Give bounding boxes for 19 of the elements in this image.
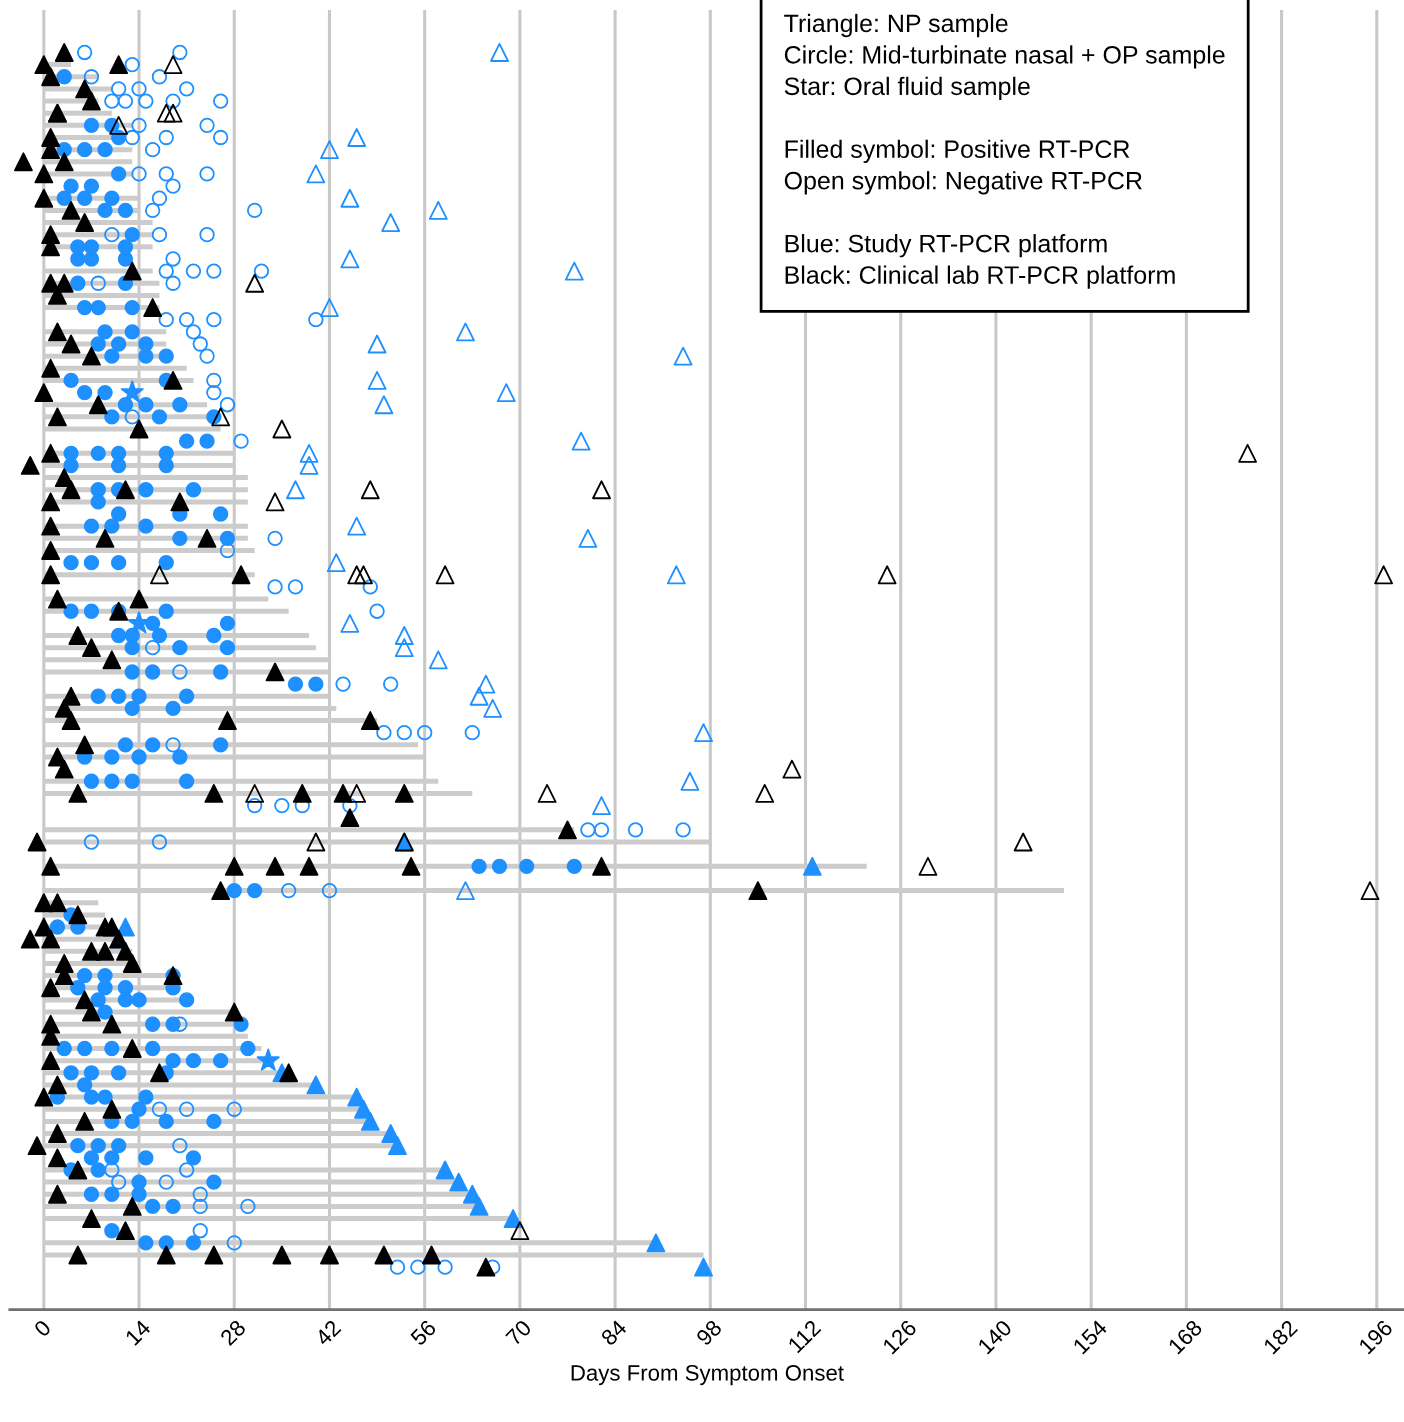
- x-tick-label: 56: [409, 1319, 437, 1347]
- x-tick-label: 196: [1357, 1319, 1394, 1355]
- x-tick-label: 42: [314, 1319, 342, 1347]
- x-tick-label: 98: [695, 1319, 723, 1347]
- x-tick-label: 126: [881, 1319, 918, 1355]
- x-tick-label: 140: [977, 1319, 1013, 1355]
- x-tick-label: 14: [124, 1319, 152, 1346]
- x-tick-label: 182: [1262, 1319, 1299, 1355]
- x-tick-label: 0: [33, 1319, 52, 1338]
- x-tick-label: 28: [219, 1319, 247, 1347]
- annotation: Filled symbol: Positive RT-PCR Open symbol: Negative RT-PCR: [784, 139, 1142, 195]
- x-tick-label: 84: [600, 1318, 628, 1347]
- x-tick-label: 168: [1167, 1319, 1204, 1355]
- x-tick-label: 70: [505, 1319, 533, 1347]
- annotation: Triangle: NP sample Circle: Mid-turbinate nasal + OP sample Star: Oral fluid sample: [784, 13, 1225, 101]
- annotation: Blue: Study RT-PCR platform Black: Clinical lab RT-PCR platform: [785, 234, 1175, 289]
- x-tick-label: 154: [1072, 1319, 1109, 1355]
- x-tick-label: 112: [787, 1319, 822, 1354]
- x-axis-title: Days From Symptom Onset: [571, 1365, 844, 1386]
